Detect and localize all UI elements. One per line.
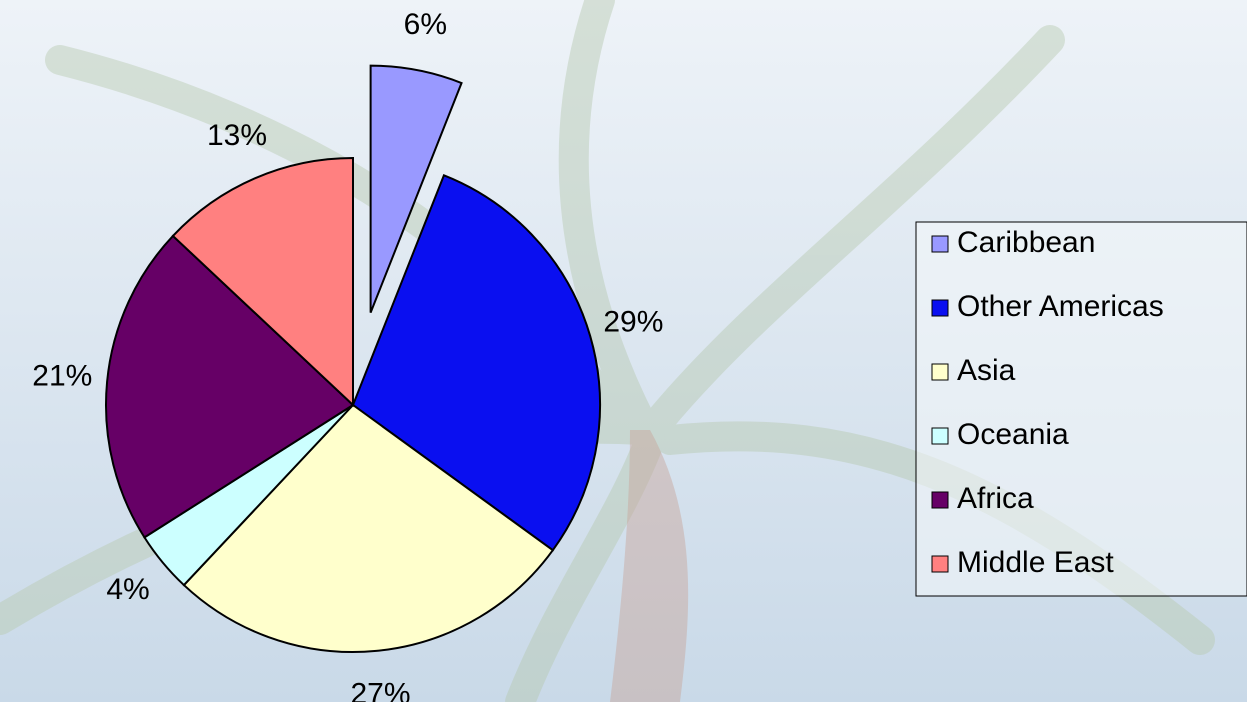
legend-swatch <box>932 300 948 316</box>
legend-label: Africa <box>957 482 1034 515</box>
legend: Caribbean Other Americas Asia Oceania Africa… <box>916 222 1247 596</box>
legend-label: Caribbean <box>957 226 1095 259</box>
data-label: 29% <box>603 305 663 338</box>
legend-box <box>916 222 1247 596</box>
legend-swatch <box>932 492 948 508</box>
data-label: 6% <box>404 8 447 41</box>
legend-label: Oceania <box>957 418 1069 451</box>
legend-label: Asia <box>957 354 1016 387</box>
legend-swatch <box>932 236 948 252</box>
data-label: 4% <box>106 573 149 606</box>
legend-swatch <box>932 556 948 572</box>
data-label: 27% <box>350 678 410 702</box>
data-label: 13% <box>207 119 267 152</box>
legend-swatch <box>932 364 948 380</box>
legend-swatch <box>932 428 948 444</box>
chart: 6% 29% 27% 4% 21% 13% Caribbean Other Americas… <box>0 0 1247 702</box>
page: {"chart_data": {"type": "pie", "categori… <box>0 0 1247 702</box>
legend-label: Middle East <box>957 546 1114 579</box>
data-label: 21% <box>32 359 92 392</box>
legend-label: Other Americas <box>957 290 1164 323</box>
